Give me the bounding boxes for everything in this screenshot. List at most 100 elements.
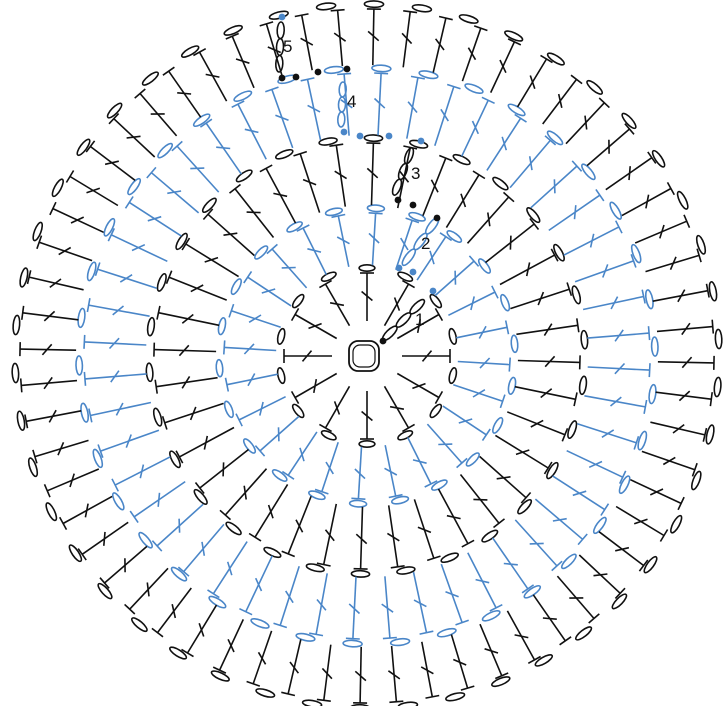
chain-stitch-icon bbox=[225, 521, 242, 536]
double-crochet-icon bbox=[479, 623, 509, 680]
double-crochet-icon bbox=[386, 505, 405, 569]
double-crochet-icon bbox=[582, 289, 646, 311]
chain-stitch-icon bbox=[408, 211, 426, 222]
chain-stitch-icon bbox=[141, 71, 160, 86]
double-crochet-icon bbox=[293, 150, 321, 213]
chain-stitch-icon bbox=[318, 137, 338, 146]
double-crochet-icon bbox=[584, 395, 648, 414]
double-crochet-icon bbox=[395, 217, 420, 270]
double-crochet-icon bbox=[401, 10, 418, 68]
double-crochet-icon bbox=[634, 214, 691, 244]
slip-stitch-icon bbox=[395, 264, 403, 272]
chain-stitch-icon bbox=[621, 112, 637, 130]
double-crochet-icon bbox=[281, 639, 302, 697]
chain-stitch-icon bbox=[27, 457, 39, 478]
chain-stitch-icon bbox=[553, 243, 565, 262]
double-crochet-icon bbox=[94, 262, 157, 289]
chain-stitch-icon bbox=[510, 334, 519, 354]
double-crochet-icon bbox=[353, 646, 368, 704]
chain-stitch-icon bbox=[526, 207, 541, 224]
double-crochet-icon bbox=[434, 255, 480, 297]
double-crochet-icon bbox=[450, 634, 475, 691]
magic-ring-icon bbox=[348, 340, 380, 372]
double-crochet-icon bbox=[36, 235, 93, 262]
double-crochet-icon bbox=[107, 228, 168, 263]
double-crochet-icon bbox=[223, 340, 277, 355]
chain-stitch-icon bbox=[440, 552, 460, 564]
double-crochet-icon bbox=[652, 283, 710, 303]
round-5 bbox=[11, 0, 723, 706]
chain-stitch-icon bbox=[491, 676, 511, 688]
chain-stitch-icon bbox=[12, 314, 21, 336]
chain-stitch-icon bbox=[546, 461, 559, 480]
chain-stitch-icon bbox=[390, 495, 410, 505]
chain-stitch-icon bbox=[609, 201, 623, 220]
chain-stitch-icon bbox=[477, 258, 492, 274]
double-crochet-icon bbox=[486, 113, 527, 171]
chain-stitch-icon bbox=[92, 448, 104, 469]
double-crochet-icon bbox=[124, 567, 169, 615]
chain-stitch-icon bbox=[397, 701, 419, 706]
chain-stitch-icon bbox=[308, 490, 326, 501]
chain-stitch-icon bbox=[546, 130, 564, 146]
chain-stitch-icon bbox=[458, 14, 479, 24]
double-crochet-icon bbox=[587, 362, 651, 378]
double-crochet-icon bbox=[181, 604, 218, 658]
slip-stitch-icon bbox=[356, 132, 364, 140]
chain-stitch-icon bbox=[523, 584, 542, 599]
double-crochet-icon bbox=[331, 213, 350, 267]
double-crochet-icon bbox=[383, 385, 415, 433]
double-crochet-icon bbox=[314, 442, 339, 495]
double-crochet-icon bbox=[329, 143, 348, 207]
chain-stitch-icon bbox=[323, 65, 345, 75]
double-crochet-icon bbox=[32, 439, 89, 464]
double-crochet-icon bbox=[556, 575, 600, 624]
double-crochet-icon bbox=[516, 318, 580, 337]
round-4 bbox=[75, 64, 659, 648]
double-crochet-icon bbox=[532, 594, 572, 646]
slip-stitch-icon bbox=[385, 132, 393, 140]
chain-stitch-icon bbox=[358, 440, 376, 449]
chain-stitch-icon bbox=[492, 416, 504, 434]
double-crochet-icon bbox=[460, 96, 495, 157]
double-crochet-icon bbox=[432, 15, 453, 73]
double-crochet-icon bbox=[563, 220, 623, 256]
double-crochet-icon bbox=[565, 97, 610, 145]
chain-stitch-icon bbox=[291, 293, 305, 309]
double-crochet-icon bbox=[19, 342, 77, 357]
double-crochet-icon bbox=[99, 545, 148, 589]
double-crochet-icon bbox=[181, 237, 240, 278]
chain-stitch-icon bbox=[648, 383, 657, 405]
chain-stitch-icon bbox=[192, 113, 211, 128]
chain-stitch-icon bbox=[363, 0, 385, 9]
double-crochet-icon bbox=[316, 644, 333, 702]
chain-stitch-icon bbox=[68, 544, 83, 563]
double-crochet-icon bbox=[43, 468, 100, 498]
chain-stitch-icon bbox=[366, 204, 386, 213]
double-crochet-icon bbox=[517, 355, 581, 370]
chain-stitch-icon bbox=[223, 400, 234, 419]
double-crochet-icon bbox=[437, 488, 475, 548]
chain-stitch-icon bbox=[637, 430, 648, 451]
double-crochet-icon bbox=[83, 334, 147, 350]
chain-stitch-icon bbox=[230, 278, 242, 296]
double-crochet-icon bbox=[566, 449, 627, 484]
chain-stitch-icon bbox=[156, 272, 167, 292]
chain-stitch-icon bbox=[644, 289, 654, 310]
double-crochet-icon bbox=[373, 72, 389, 136]
slip-stitch-icon bbox=[409, 268, 417, 276]
double-crochet-icon bbox=[85, 140, 136, 181]
chain-stitch-icon bbox=[276, 367, 286, 385]
chain-stitch-icon bbox=[578, 375, 588, 396]
double-crochet-icon bbox=[402, 349, 451, 363]
double-crochet-icon bbox=[381, 576, 397, 640]
double-crochet-icon bbox=[456, 320, 510, 339]
double-crochet-icon bbox=[58, 495, 113, 530]
chain-stitch-icon bbox=[16, 410, 26, 431]
chain-stitch-icon bbox=[127, 177, 142, 196]
chain-stitch-icon bbox=[86, 261, 97, 282]
double-crochet-icon bbox=[351, 446, 366, 500]
double-crochet-icon bbox=[353, 506, 368, 570]
chain-stitch-icon bbox=[630, 243, 642, 264]
double-crochet-icon bbox=[246, 630, 273, 687]
